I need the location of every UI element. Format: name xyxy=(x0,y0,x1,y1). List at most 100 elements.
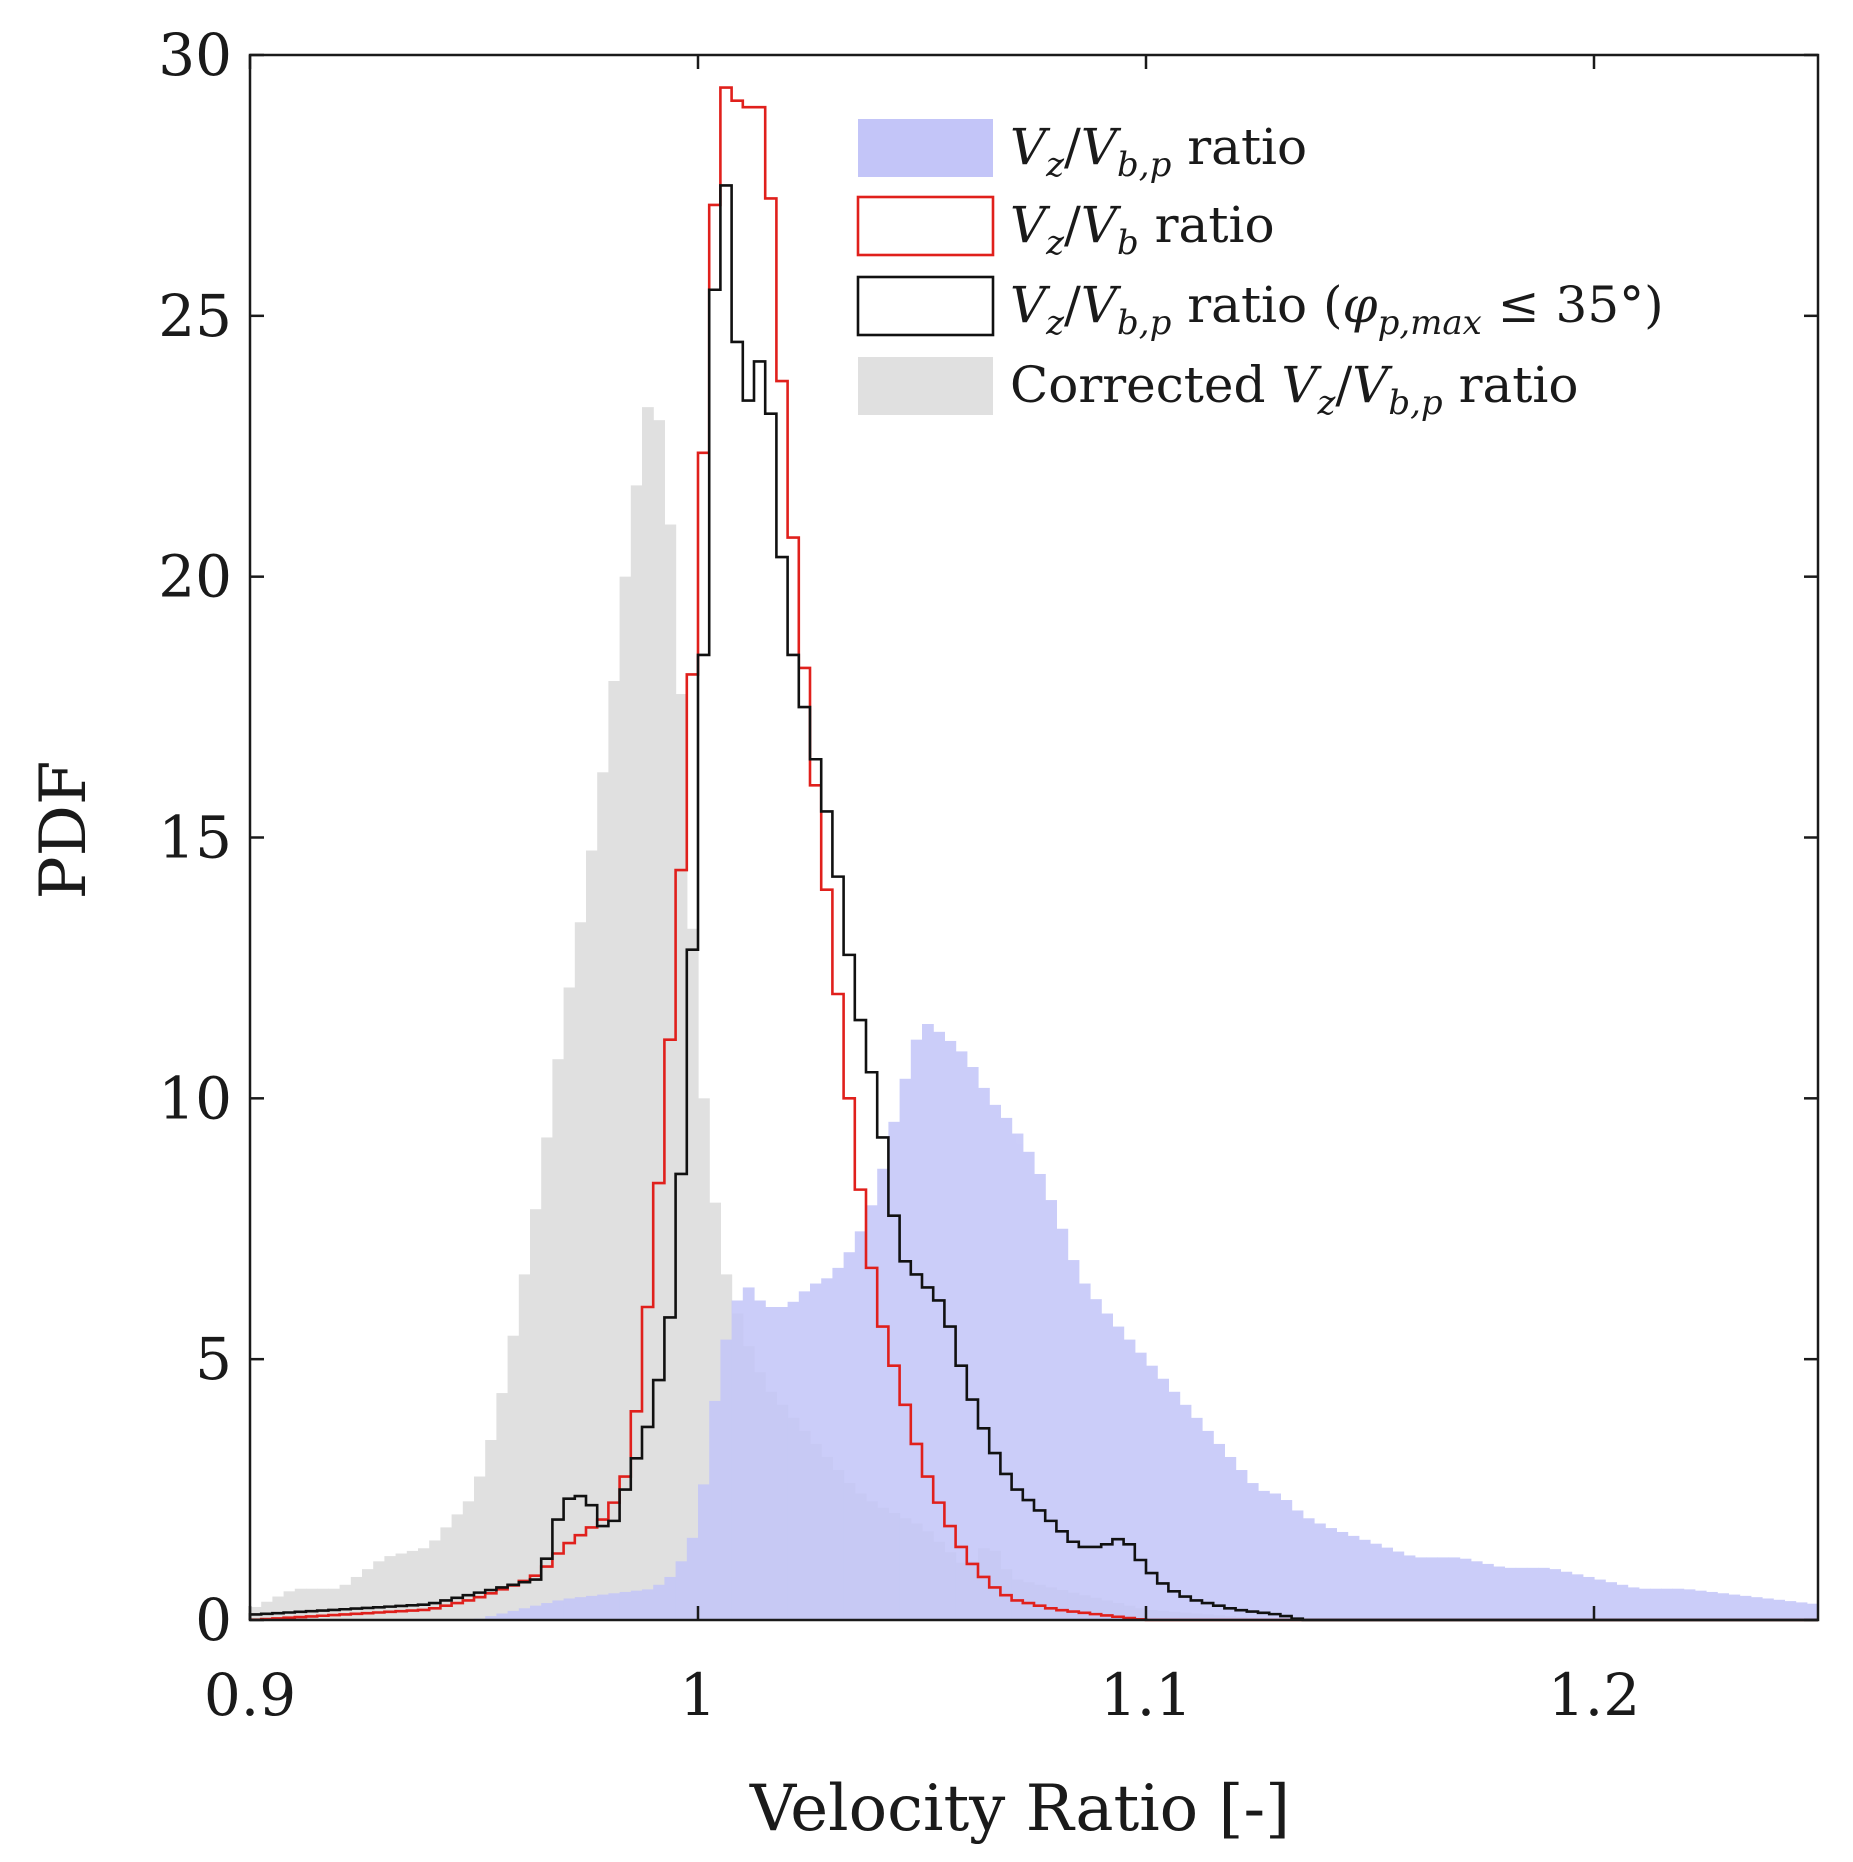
bar-s1-b36 xyxy=(653,1584,665,1620)
bar-s0-b23 xyxy=(507,1335,520,1620)
bar-s0-b31 xyxy=(597,772,609,1620)
bar-s1-b119 xyxy=(1582,1576,1595,1620)
bar-s1-b103 xyxy=(1403,1555,1416,1620)
bar-s1-b49 xyxy=(798,1291,811,1620)
bar-s1-b81 xyxy=(1157,1378,1169,1620)
bar-s1-b117 xyxy=(1560,1571,1573,1620)
bar-s0-b35 xyxy=(642,407,654,1620)
bar-s1-b110 xyxy=(1482,1563,1494,1620)
bar-s0-b38 xyxy=(675,694,688,1620)
bar-s1-b48 xyxy=(787,1301,800,1620)
bar-s1-b26 xyxy=(541,1603,553,1620)
bar-s0-b3 xyxy=(283,1591,296,1620)
bar-s1-b46 xyxy=(765,1307,777,1620)
bar-s0-b26 xyxy=(541,1137,553,1620)
legend-swatch xyxy=(856,275,995,337)
bar-s1-b28 xyxy=(563,1598,576,1620)
axes xyxy=(248,53,1820,1622)
bar-s1-b21 xyxy=(485,1616,497,1620)
bar-s1-b104 xyxy=(1414,1557,1427,1620)
bar-s1-b121 xyxy=(1605,1582,1617,1620)
y-axis-title: PDF xyxy=(27,761,101,900)
bar-s1-b113 xyxy=(1515,1567,1528,1620)
bar-s1-b124 xyxy=(1638,1588,1651,1620)
bar-s1-b61 xyxy=(933,1031,945,1620)
bar-s1-b130 xyxy=(1706,1591,1718,1620)
bar-s1-b86 xyxy=(1213,1443,1225,1620)
bar-s0-b25 xyxy=(530,1209,542,1620)
bar-s1-b70 xyxy=(1034,1173,1046,1620)
bar-s1-b38 xyxy=(675,1561,688,1620)
bar-s1-b101 xyxy=(1381,1547,1393,1620)
bar-s1-b128 xyxy=(1683,1589,1696,1620)
bar-s0-b16 xyxy=(429,1540,441,1620)
bar-s1-b57 xyxy=(888,1121,901,1620)
bar-s1-b106 xyxy=(1437,1557,1449,1620)
legend-entry-label: Vz/Vb,p ratio xyxy=(1010,118,1307,185)
bar-s1-b71 xyxy=(1045,1200,1057,1620)
bar-s1-b82 xyxy=(1168,1391,1181,1620)
legend-entry-label: Corrected Vz/Vb,p ratio xyxy=(1010,356,1578,423)
bar-s1-b134 xyxy=(1750,1597,1763,1620)
bar-s1-b24 xyxy=(518,1608,531,1620)
bar-s1-b99 xyxy=(1358,1539,1371,1620)
bar-s0-b30 xyxy=(586,850,598,1620)
bar-s1-b31 xyxy=(597,1594,609,1620)
bar-s0-b37 xyxy=(664,524,677,1620)
bar-s1-b67 xyxy=(1000,1117,1013,1620)
bar-s1-b129 xyxy=(1694,1590,1707,1620)
bar-s1-b50 xyxy=(810,1283,822,1620)
bar-s0-b10 xyxy=(362,1569,374,1620)
legend-entry-label: Vz/Vb,p ratio (φp,max ≤ 35°) xyxy=(1010,276,1664,343)
bar-s0-b22 xyxy=(496,1393,509,1620)
bar-s1-b33 xyxy=(619,1591,632,1620)
bar-s0-b28 xyxy=(563,987,576,1620)
y-tick-label: 0 xyxy=(195,1586,232,1654)
bar-s1-b115 xyxy=(1538,1567,1550,1620)
legend-swatch xyxy=(856,195,995,257)
bar-s0-b11 xyxy=(373,1561,385,1620)
bar-s1-b22 xyxy=(496,1613,509,1620)
bar-s1-b30 xyxy=(586,1595,598,1620)
x-axis-title: Velocity Ratio [-] xyxy=(749,1772,1290,1846)
bar-s0-b5 xyxy=(306,1588,318,1620)
bar-s0-b7 xyxy=(328,1588,341,1620)
legend-swatch xyxy=(858,119,993,177)
bar-s0-b33 xyxy=(619,576,632,1620)
bar-s1-b97 xyxy=(1336,1531,1349,1620)
bar-s1-b100 xyxy=(1370,1543,1382,1620)
bar-s1-b107 xyxy=(1448,1557,1461,1620)
bar-s1-b127 xyxy=(1672,1588,1685,1620)
bar-s1-b27 xyxy=(552,1600,565,1620)
legend: Vz/Vb,p ratio Vz/Vb ratio Vz/Vb,p ratio (φ… xyxy=(856,118,1664,423)
bar-s1-b114 xyxy=(1526,1567,1539,1620)
bar-s0-b13 xyxy=(395,1553,408,1620)
bar-s1-b23 xyxy=(507,1610,520,1620)
x-tick-label: 0.9 xyxy=(204,1661,296,1729)
bar-s1-b74 xyxy=(1078,1283,1091,1620)
bar-s0-b29 xyxy=(574,922,587,1620)
bar-s1-b73 xyxy=(1067,1260,1080,1620)
bar-s1-b76 xyxy=(1101,1313,1113,1620)
bar-s1-b47 xyxy=(776,1307,789,1620)
bar-s1-b105 xyxy=(1426,1557,1438,1620)
bar-s1-b79 xyxy=(1134,1352,1147,1620)
bar-s1-b77 xyxy=(1112,1326,1125,1620)
bar-s1-b120 xyxy=(1594,1579,1606,1620)
bar-s1-b96 xyxy=(1325,1528,1337,1620)
bar-s1-b63 xyxy=(955,1051,968,1620)
bar-s0-b21 xyxy=(485,1440,497,1620)
x-tick-label: 1.2 xyxy=(1548,1661,1640,1729)
bar-s1-b116 xyxy=(1549,1569,1561,1620)
filled-series-layer xyxy=(250,407,1819,1621)
bar-s1-b34 xyxy=(630,1590,643,1620)
bar-s1-b87 xyxy=(1224,1456,1237,1620)
bar-s0-b20 xyxy=(474,1476,486,1620)
bar-s1-b132 xyxy=(1728,1594,1741,1620)
bar-s0-b27 xyxy=(552,1059,565,1620)
bar-s1-b135 xyxy=(1762,1598,1774,1620)
bar-s1-b54 xyxy=(854,1231,867,1620)
y-tick-label: 5 xyxy=(195,1325,232,1393)
bar-s0-b2 xyxy=(272,1596,285,1620)
bar-s1-b42 xyxy=(720,1339,733,1620)
